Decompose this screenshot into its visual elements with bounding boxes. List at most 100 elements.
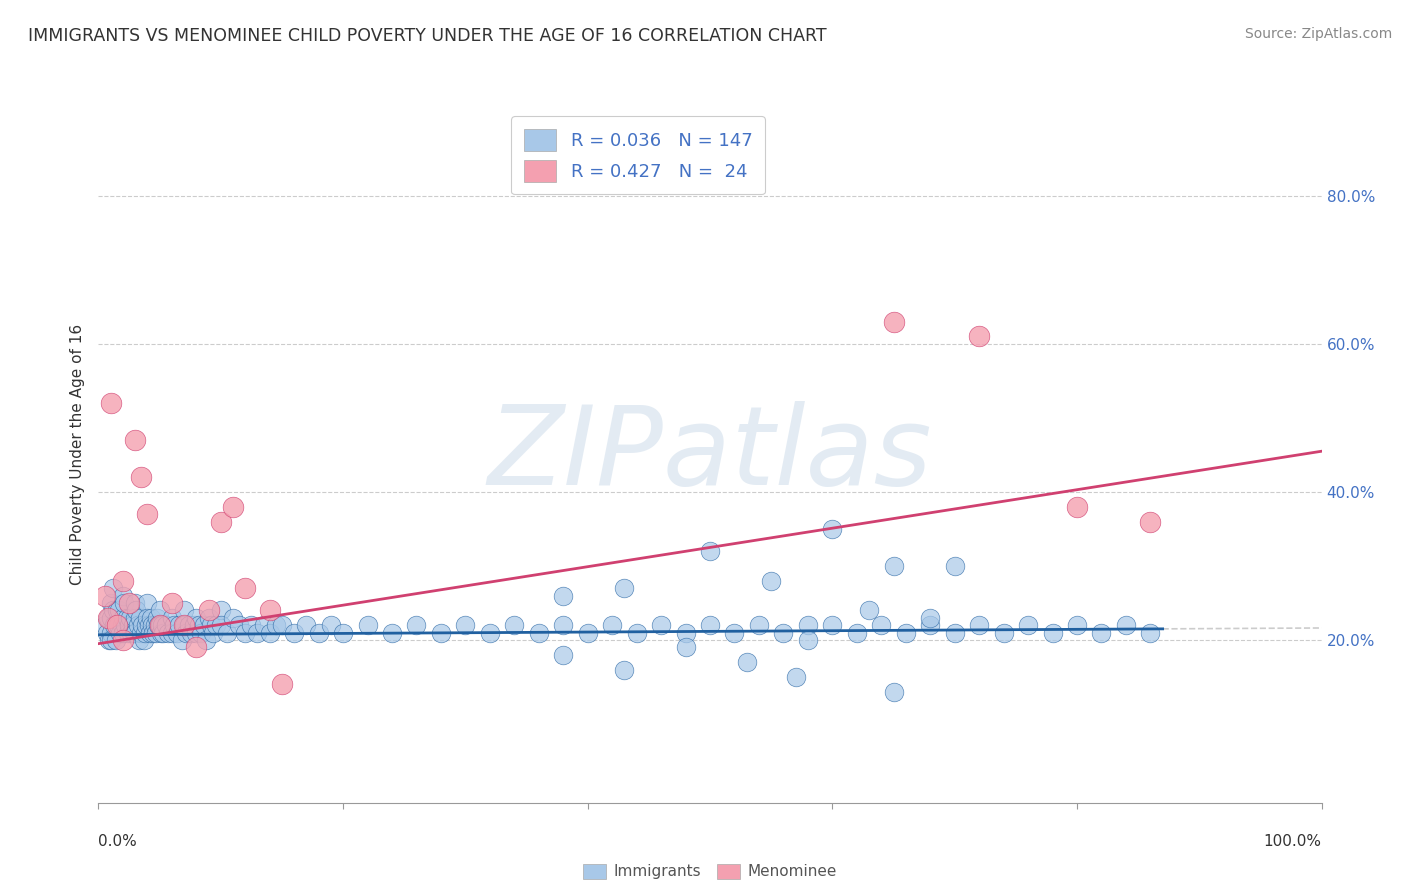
Point xyxy=(675,640,697,655)
Point xyxy=(111,574,134,588)
Point xyxy=(118,618,141,632)
Point xyxy=(101,603,124,617)
Point xyxy=(143,618,166,632)
Point xyxy=(252,618,274,632)
Point xyxy=(1042,625,1064,640)
Point xyxy=(100,611,122,625)
Point xyxy=(129,470,152,484)
Point xyxy=(129,611,152,625)
Point xyxy=(202,625,225,640)
Point xyxy=(176,625,198,640)
Point xyxy=(209,515,232,529)
Point xyxy=(111,611,134,625)
Point xyxy=(136,611,159,625)
Point xyxy=(107,618,129,632)
Point xyxy=(97,611,120,625)
Point xyxy=(319,618,342,632)
Point xyxy=(264,618,287,632)
Point xyxy=(108,603,131,617)
Point xyxy=(145,625,167,640)
Point xyxy=(173,618,195,632)
Point xyxy=(259,603,281,617)
Point xyxy=(139,611,162,625)
Point xyxy=(222,611,245,625)
Point xyxy=(527,625,550,640)
Point xyxy=(478,625,501,640)
Point xyxy=(139,625,162,640)
Point xyxy=(197,603,219,617)
Point xyxy=(503,618,526,632)
Point xyxy=(883,558,905,573)
Point xyxy=(118,596,141,610)
Point xyxy=(381,625,404,640)
Point xyxy=(295,618,318,632)
Point xyxy=(104,632,127,647)
Point xyxy=(183,618,205,632)
Text: ZIPatlas: ZIPatlas xyxy=(488,401,932,508)
Point xyxy=(150,618,173,632)
Point xyxy=(186,611,208,625)
Point xyxy=(149,618,172,632)
Point xyxy=(122,625,145,640)
Point xyxy=(613,663,636,677)
Point xyxy=(797,618,820,632)
Point xyxy=(761,574,783,588)
Point xyxy=(943,625,966,640)
Point xyxy=(114,618,136,632)
Point xyxy=(190,625,212,640)
Point xyxy=(233,625,256,640)
Point xyxy=(160,625,183,640)
Point xyxy=(209,618,232,632)
Point xyxy=(105,618,128,632)
Point xyxy=(129,625,152,640)
Point xyxy=(111,632,134,647)
Point xyxy=(136,596,159,610)
Point xyxy=(142,625,165,640)
Point xyxy=(186,640,208,655)
Point xyxy=(943,558,966,573)
Point xyxy=(157,625,180,640)
Point xyxy=(626,625,648,640)
Point xyxy=(166,625,188,640)
Point xyxy=(723,625,745,640)
Point xyxy=(93,618,115,632)
Point xyxy=(124,596,146,610)
Point xyxy=(1066,500,1088,514)
Point xyxy=(283,625,305,640)
Point xyxy=(993,625,1015,640)
Point xyxy=(120,625,142,640)
Point xyxy=(356,618,378,632)
Point xyxy=(193,618,215,632)
Point xyxy=(1115,618,1137,632)
Point xyxy=(100,596,122,610)
Point xyxy=(821,618,844,632)
Point xyxy=(111,625,134,640)
Point xyxy=(141,618,163,632)
Point xyxy=(177,618,200,632)
Point xyxy=(1139,625,1161,640)
Point xyxy=(173,618,195,632)
Point xyxy=(405,618,427,632)
Point xyxy=(821,522,844,536)
Point xyxy=(98,632,121,647)
Point xyxy=(115,611,138,625)
Point xyxy=(222,500,245,514)
Point xyxy=(785,670,807,684)
Point xyxy=(259,625,281,640)
Point xyxy=(135,618,157,632)
Point xyxy=(270,677,294,691)
Point xyxy=(967,329,990,343)
Point xyxy=(187,618,209,632)
Point xyxy=(205,618,228,632)
Point xyxy=(883,315,905,329)
Point xyxy=(308,625,330,640)
Point xyxy=(128,632,150,647)
Point xyxy=(920,618,942,632)
Point xyxy=(858,603,880,617)
Point xyxy=(576,625,599,640)
Point xyxy=(430,625,453,640)
Point xyxy=(160,596,183,610)
Point xyxy=(163,618,186,632)
Point xyxy=(155,618,177,632)
Point xyxy=(197,611,219,625)
